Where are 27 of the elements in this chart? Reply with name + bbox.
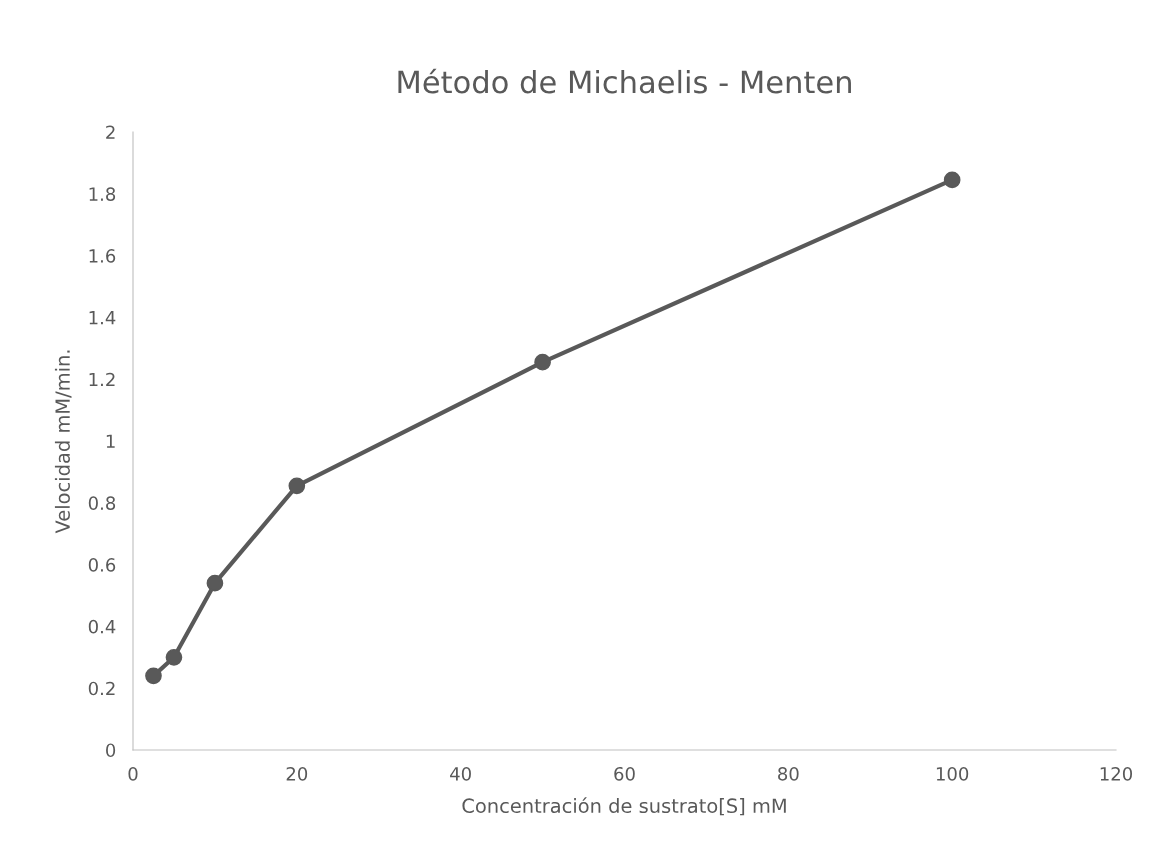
y-tick-label: 0 (106, 743, 116, 758)
y-tick-label: 1.8 (89, 187, 116, 201)
y-tick-label: 1 (106, 434, 115, 448)
y-tick-label: 0.2 (88, 681, 115, 696)
x-tick-label: 60 (614, 766, 635, 781)
x-tick-label: 40 (450, 766, 471, 781)
y-tick-label: 1.4 (89, 311, 116, 325)
chart-title: Método de Michaelis - Menten (398, 68, 851, 94)
y-tick-label: 0.4 (88, 619, 116, 634)
y-tick-label: 0.6 (88, 558, 116, 572)
x-tick-label: 20 (286, 766, 308, 781)
y-tick-label: 2 (106, 125, 115, 139)
y-tick-label: 1.2 (89, 372, 115, 387)
x-tick-label: 80 (778, 766, 799, 781)
x-tick-label: 100 (936, 766, 969, 781)
point (145, 667, 162, 685)
point (206, 574, 224, 592)
point (288, 477, 306, 495)
point (943, 171, 961, 189)
x-tick-label: 0 (128, 766, 138, 781)
point (165, 648, 183, 666)
y-tick-label: 1.6 (89, 249, 116, 263)
x-tick-label: 120 (1100, 766, 1133, 781)
x-axis-title: Concentración de sustrato[S] mM (462, 797, 786, 816)
y-axis-title: Velocidad mM/min. (54, 350, 72, 534)
point (534, 353, 551, 371)
y-tick-label: 0.8 (88, 496, 116, 510)
